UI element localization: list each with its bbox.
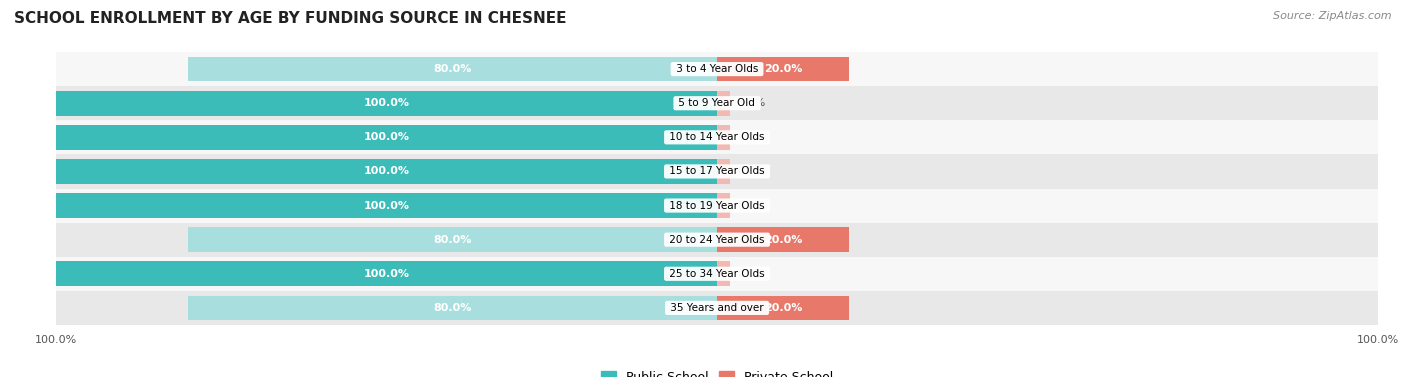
Text: 80.0%: 80.0% — [433, 64, 472, 74]
Text: 5 to 9 Year Old: 5 to 9 Year Old — [675, 98, 759, 108]
Text: 0.0%: 0.0% — [737, 269, 765, 279]
Text: 20.0%: 20.0% — [763, 64, 803, 74]
Text: 15 to 17 Year Olds: 15 to 17 Year Olds — [666, 166, 768, 176]
Text: 25 to 34 Year Olds: 25 to 34 Year Olds — [666, 269, 768, 279]
Bar — [56, 91, 717, 115]
Bar — [188, 57, 717, 81]
Bar — [56, 52, 1378, 86]
Bar — [56, 188, 1378, 222]
Bar — [717, 125, 730, 150]
Bar — [56, 155, 1378, 188]
Text: 100.0%: 100.0% — [364, 132, 409, 143]
Text: SCHOOL ENROLLMENT BY AGE BY FUNDING SOURCE IN CHESNEE: SCHOOL ENROLLMENT BY AGE BY FUNDING SOUR… — [14, 11, 567, 26]
Text: 100.0%: 100.0% — [364, 166, 409, 176]
Bar — [717, 262, 730, 286]
Bar — [717, 227, 849, 252]
Bar — [56, 291, 1378, 325]
Bar — [717, 296, 849, 320]
Text: 35 Years and over: 35 Years and over — [666, 303, 768, 313]
Bar — [56, 222, 1378, 257]
Bar — [188, 296, 717, 320]
Text: 80.0%: 80.0% — [433, 303, 472, 313]
Text: 3 to 4 Year Olds: 3 to 4 Year Olds — [672, 64, 762, 74]
Bar — [717, 193, 730, 218]
Text: 100.0%: 100.0% — [364, 98, 409, 108]
Legend: Public School, Private School: Public School, Private School — [596, 366, 838, 377]
Text: 20.0%: 20.0% — [763, 234, 803, 245]
Text: 18 to 19 Year Olds: 18 to 19 Year Olds — [666, 201, 768, 211]
Text: 0.0%: 0.0% — [737, 98, 765, 108]
Text: 0.0%: 0.0% — [737, 132, 765, 143]
Bar — [717, 57, 849, 81]
Bar — [56, 159, 717, 184]
Text: 0.0%: 0.0% — [737, 166, 765, 176]
Bar — [56, 125, 717, 150]
Text: 80.0%: 80.0% — [433, 234, 472, 245]
Bar — [56, 193, 717, 218]
Text: 20.0%: 20.0% — [763, 303, 803, 313]
Bar — [188, 227, 717, 252]
Bar — [56, 257, 1378, 291]
Bar — [717, 91, 730, 115]
Text: 0.0%: 0.0% — [737, 201, 765, 211]
Bar — [56, 86, 1378, 120]
Text: 20 to 24 Year Olds: 20 to 24 Year Olds — [666, 234, 768, 245]
Bar — [717, 159, 730, 184]
Text: 100.0%: 100.0% — [364, 201, 409, 211]
Text: 100.0%: 100.0% — [364, 269, 409, 279]
Bar — [56, 262, 717, 286]
Text: 10 to 14 Year Olds: 10 to 14 Year Olds — [666, 132, 768, 143]
Bar — [56, 120, 1378, 155]
Text: Source: ZipAtlas.com: Source: ZipAtlas.com — [1274, 11, 1392, 21]
